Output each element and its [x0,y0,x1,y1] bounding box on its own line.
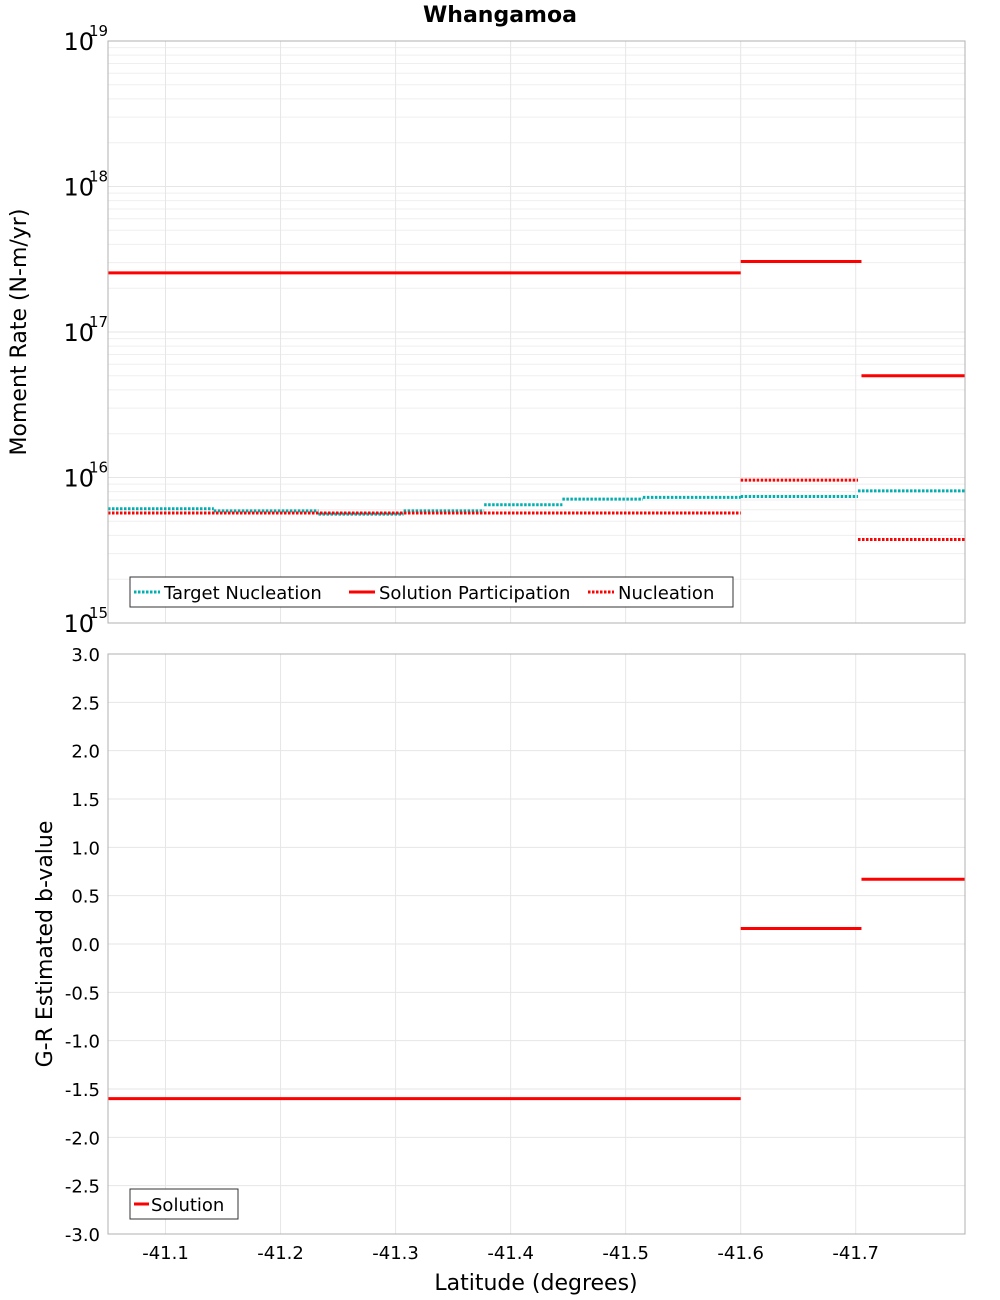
y-tick-label: -1.5 [65,1080,100,1101]
b-value-panel: 3.0 2.5 2.0 1.5 1.0 0.5 0.0 -0.5 -1.0 -1.5 -2.0 -2.… [33,645,966,1296]
moment-rate-legend: Target Nucleation Solution Participation N… [129,576,734,608]
x-axis-label: Latitude (degrees) [434,1271,637,1296]
legend-label: Target Nucleation [163,583,322,604]
x-tick-label: -41.1 [142,1243,189,1264]
y-tick-label-exponent: 19 [89,22,108,40]
legend-label: Solution Participation [379,583,570,604]
y-tick-label-exponent: 15 [89,604,108,622]
legend-label: Solution [151,1195,224,1216]
y-tick-label: 0.5 [71,887,100,908]
y-tick-label: 2.5 [71,693,100,714]
y-tick-label: -0.5 [65,983,100,1004]
y-tick-label: 2.0 [71,742,100,763]
moment-rate-plot-frame [107,40,966,624]
y-tick-label: 1.5 [71,790,100,811]
y-tick-label: 3.0 [71,645,100,666]
chart-title: Whangamoa [423,3,577,28]
y-tick-label: -3.0 [65,1225,100,1246]
y-tick-label: -2.5 [65,1177,100,1198]
y-tick-label-base: 10 [63,28,94,56]
b-value-series [108,877,965,1101]
y-tick-label: 1.0 [71,838,100,859]
legend-label: Nucleation [618,583,714,604]
y-tick-label: -2.0 [65,1128,100,1149]
b-value-y-axis-label: G-R Estimated b-value [33,821,58,1068]
y-tick-label-exponent: 18 [89,168,108,186]
y-tick-label-base: 10 [63,465,94,493]
x-tick-label: -41.6 [717,1243,764,1264]
y-tick-label-base: 10 [63,610,94,638]
latitude-x-ticks: -41.1 -41.2 -41.3 -41.4 -41.5 -41.6 -41.7 [142,1243,879,1264]
y-tick-label: 0.0 [71,935,100,956]
y-tick-label-exponent: 16 [89,459,108,477]
x-tick-label: -41.5 [602,1243,649,1264]
b-value-grid [108,653,965,1235]
y-tick-label: -1.0 [65,1032,100,1053]
x-tick-label: -41.3 [372,1243,419,1264]
moment-rate-y-axis-label: Moment Rate (N-m/yr) [7,209,32,456]
moment-rate-series [108,260,965,541]
legend-box [129,576,734,608]
x-tick-label: -41.2 [257,1243,304,1264]
y-tick-label-base: 10 [63,319,94,347]
x-tick-label: -41.7 [832,1243,879,1264]
moment-rate-grid [108,40,965,624]
y-tick-label-exponent: 17 [89,313,108,331]
x-tick-label: -41.4 [487,1243,534,1264]
b-value-y-ticks: 3.0 2.5 2.0 1.5 1.0 0.5 0.0 -0.5 -1.0 -1.5 -2.0 -2.… [65,645,100,1246]
y-tick-label-base: 10 [63,174,94,202]
b-value-legend: Solution [129,1188,239,1220]
b-value-plot-frame [107,653,966,1235]
